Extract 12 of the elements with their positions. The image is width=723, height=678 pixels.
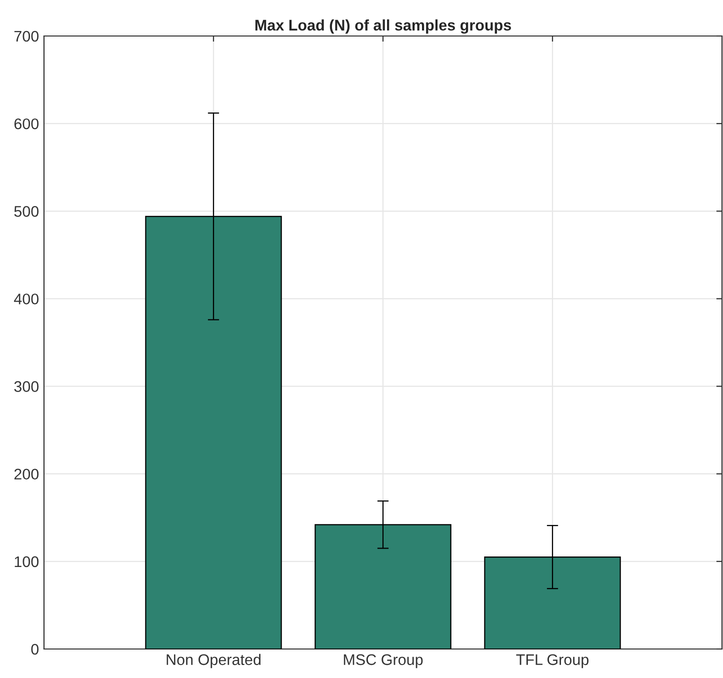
y-tick-label: 400 [14,294,39,304]
chart-title: Max Load (N) of all samples groups [255,19,511,34]
y-tick-label: 0 [31,644,39,655]
y-tick-label: 100 [14,556,39,568]
y-tick-label: 300 [14,381,39,392]
x-tick-label: Non Operated [166,654,261,668]
y-tick-label: 700 [14,30,39,42]
y-tick-label: 600 [14,118,39,130]
y-tick-label: 200 [14,468,39,480]
x-tick-label: MSC Group [344,654,423,668]
x-tick-label: TFL Group [516,654,589,668]
y-tick-label: 500 [14,206,39,217]
